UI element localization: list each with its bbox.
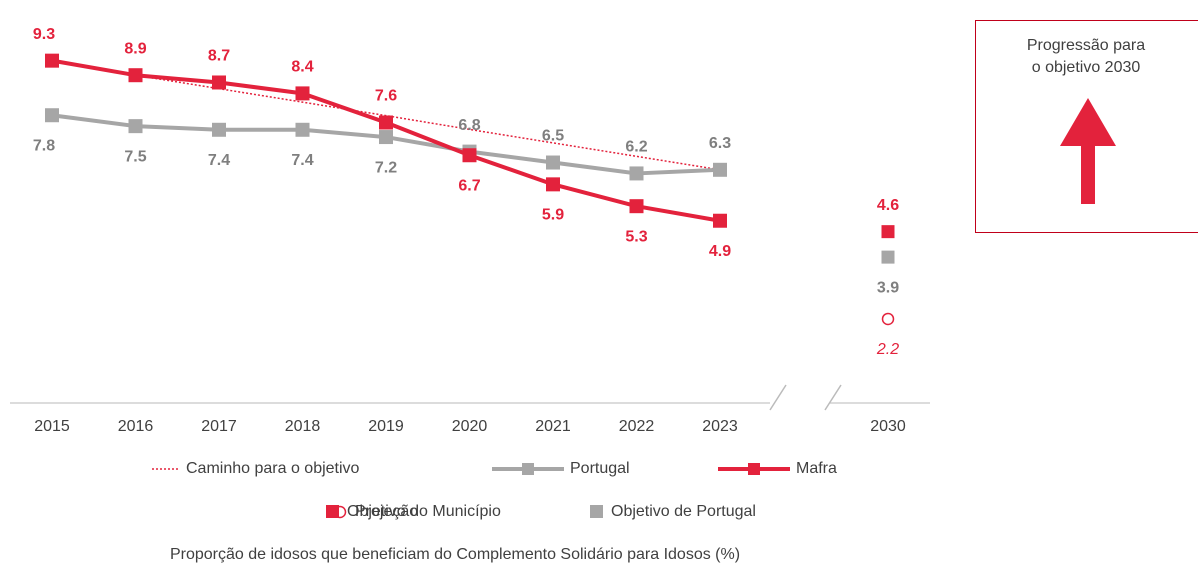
data-label: 5.3 — [625, 228, 647, 245]
data-label: 2.2 — [876, 341, 899, 358]
legend-marker — [326, 505, 339, 518]
annotation-text: Progressão para — [1027, 37, 1145, 54]
marker — [462, 148, 477, 163]
marker — [629, 199, 644, 214]
arrow — [1081, 140, 1095, 204]
marker — [379, 115, 393, 130]
data-label: 8.7 — [208, 48, 230, 65]
marker — [713, 162, 727, 177]
marker — [212, 75, 226, 90]
marker — [546, 155, 560, 170]
data-label: 6.7 — [458, 177, 480, 194]
data-label: 9.3 — [33, 26, 55, 43]
marker — [295, 86, 310, 101]
x-tick-label: 2021 — [535, 418, 571, 435]
legend-label: Objetivo do Município — [347, 503, 501, 520]
data-label: 6.2 — [625, 139, 647, 156]
axis-break — [824, 384, 842, 411]
x-tick-label: 2020 — [452, 418, 488, 435]
data-label: 7.6 — [375, 88, 397, 105]
data-label: 6.8 — [458, 117, 480, 134]
data-label: 8.9 — [124, 40, 146, 57]
annotation-text: o objetivo 2030 — [1032, 59, 1141, 76]
marker — [881, 312, 895, 326]
x-tick-label: 2030 — [870, 418, 906, 435]
data-label: 7.8 — [33, 137, 55, 154]
legend-label: Mafra — [796, 460, 837, 477]
marker — [379, 130, 393, 145]
legend-label: Caminho para o objetivo — [186, 460, 360, 477]
data-label: 6.3 — [709, 135, 731, 152]
data-label: 7.4 — [291, 152, 313, 169]
x-tick-label: 2018 — [285, 418, 321, 435]
marker — [212, 122, 226, 137]
marker — [713, 213, 727, 228]
data-label: 6.5 — [542, 128, 564, 145]
data-label: 3.9 — [877, 279, 899, 296]
legend-label: Portugal — [570, 460, 630, 477]
data-label: 4.9 — [709, 243, 731, 260]
axis-break — [769, 384, 787, 411]
x-axis-label: Proporção de idosos que beneficiam do Co… — [170, 546, 740, 563]
series-line — [135, 74, 721, 171]
x-tick-label: 2015 — [34, 418, 70, 435]
legend-label: Objetivo de Portugal — [611, 503, 756, 520]
x-tick-label: 2023 — [702, 418, 738, 435]
x-tick-label: 2017 — [201, 418, 237, 435]
x-tick-label: 2019 — [368, 418, 404, 435]
marker — [128, 68, 143, 83]
marker — [295, 122, 310, 137]
data-label: 7.5 — [124, 148, 146, 165]
marker — [546, 177, 560, 192]
data-label: 5.9 — [542, 207, 564, 224]
marker — [881, 250, 895, 264]
legend-marker — [522, 463, 534, 475]
legend-marker — [590, 505, 603, 518]
data-label: 7.2 — [375, 159, 397, 176]
axis — [10, 384, 930, 411]
arrow — [1060, 98, 1116, 146]
marker — [128, 119, 143, 134]
annotation-box — [975, 20, 1198, 233]
x-tick-label: 2022 — [619, 418, 655, 435]
data-label: 7.4 — [208, 152, 230, 169]
marker — [45, 108, 59, 123]
marker — [45, 53, 59, 68]
data-label: 4.6 — [877, 197, 899, 214]
marker — [629, 166, 644, 181]
data-label: 8.4 — [291, 59, 313, 76]
legend-marker — [748, 463, 760, 475]
legend-label: Projeção — [355, 503, 418, 520]
x-tick-label: 2016 — [118, 418, 154, 435]
marker — [881, 225, 895, 239]
